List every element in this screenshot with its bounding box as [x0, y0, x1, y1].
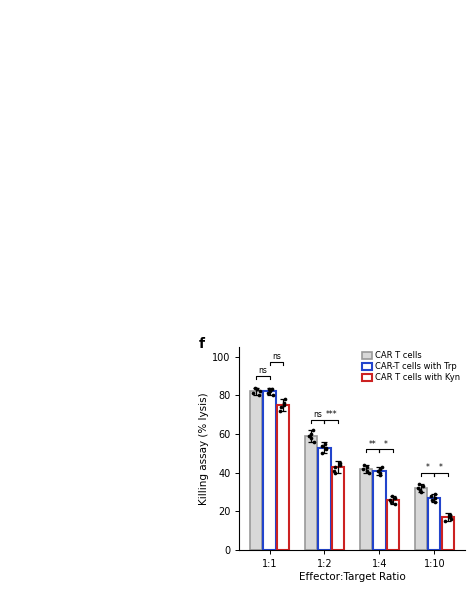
- Bar: [305, 436, 317, 550]
- Point: [387, 497, 394, 507]
- Bar: [415, 488, 427, 550]
- Point: [364, 466, 371, 475]
- Point: [417, 487, 424, 497]
- Point: [419, 481, 427, 491]
- Point: [428, 495, 436, 505]
- Bar: [332, 467, 344, 550]
- Bar: [277, 405, 289, 550]
- Point: [318, 441, 326, 450]
- Point: [318, 448, 326, 458]
- Bar: [387, 500, 399, 550]
- Point: [331, 468, 339, 477]
- Bar: [373, 471, 385, 550]
- Point: [360, 460, 368, 470]
- Point: [431, 489, 438, 499]
- Point: [280, 400, 287, 410]
- Point: [392, 493, 399, 503]
- Point: [305, 431, 313, 441]
- Point: [388, 491, 396, 501]
- Point: [359, 464, 366, 474]
- Point: [269, 390, 277, 400]
- Text: ns: ns: [258, 366, 267, 375]
- Point: [282, 394, 289, 404]
- Bar: [264, 391, 276, 550]
- X-axis label: Effector:Target Ratio: Effector:Target Ratio: [299, 572, 405, 582]
- Point: [337, 458, 344, 468]
- Bar: [250, 391, 262, 550]
- Point: [268, 385, 275, 394]
- Text: *: *: [384, 440, 388, 448]
- Point: [387, 495, 394, 505]
- Text: ns: ns: [313, 410, 322, 419]
- Point: [441, 516, 449, 526]
- Point: [377, 470, 384, 480]
- Point: [446, 512, 454, 522]
- Point: [264, 385, 272, 394]
- Point: [281, 398, 288, 408]
- Point: [432, 497, 439, 507]
- Point: [253, 385, 261, 394]
- Point: [321, 439, 328, 448]
- Text: *: *: [426, 463, 429, 472]
- Bar: [319, 447, 331, 550]
- Point: [337, 460, 344, 470]
- Text: ns: ns: [272, 352, 281, 361]
- Point: [310, 437, 318, 447]
- Bar: [442, 517, 454, 550]
- Point: [323, 443, 330, 452]
- Point: [266, 386, 274, 396]
- Bar: [428, 498, 440, 550]
- Point: [255, 390, 263, 400]
- Point: [376, 464, 384, 474]
- Point: [363, 462, 370, 472]
- Text: *: *: [439, 463, 443, 472]
- Point: [416, 480, 423, 489]
- Point: [309, 425, 317, 435]
- Point: [307, 433, 315, 443]
- Point: [277, 406, 284, 416]
- Text: ***: ***: [325, 410, 337, 419]
- Point: [278, 402, 285, 411]
- Point: [331, 462, 338, 472]
- Point: [378, 462, 386, 472]
- Point: [447, 514, 455, 524]
- Point: [431, 493, 439, 503]
- Point: [374, 466, 382, 475]
- Point: [447, 511, 454, 520]
- Text: f: f: [199, 337, 205, 350]
- Point: [251, 383, 258, 392]
- Point: [256, 386, 264, 396]
- Point: [392, 499, 399, 508]
- Point: [376, 468, 384, 477]
- Point: [322, 445, 329, 454]
- Point: [249, 389, 256, 398]
- Point: [365, 468, 373, 477]
- Point: [330, 466, 338, 475]
- Y-axis label: Killing assay (% lysis): Killing assay (% lysis): [199, 392, 209, 505]
- Point: [446, 511, 453, 520]
- Point: [428, 491, 435, 501]
- Bar: [360, 469, 372, 550]
- Point: [416, 486, 424, 495]
- Point: [307, 429, 315, 439]
- Point: [414, 483, 421, 493]
- Text: **: **: [369, 440, 376, 448]
- Point: [264, 389, 272, 398]
- Legend: CAR T cells, CAR-T cells with Trp, CAR T cells with Kyn: CAR T cells, CAR-T cells with Trp, CAR T…: [358, 347, 464, 386]
